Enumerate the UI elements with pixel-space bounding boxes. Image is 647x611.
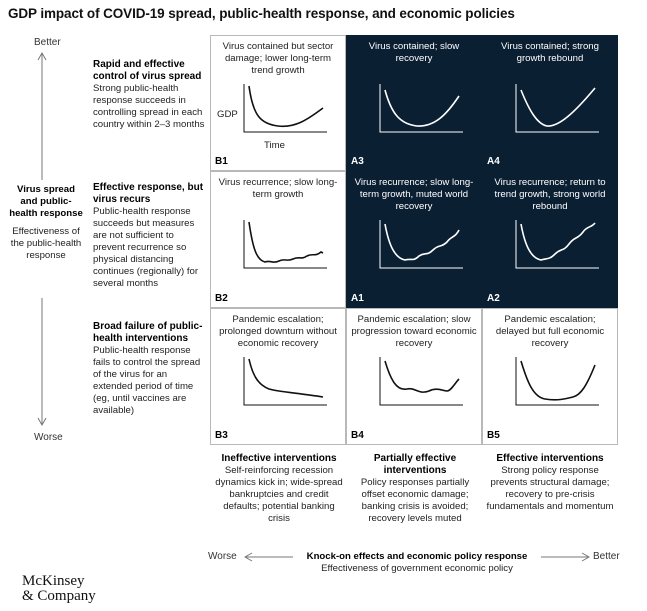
scenario-id: A1 <box>351 293 364 304</box>
column-heading: Ineffective interventions <box>221 453 337 464</box>
row-heading: Broad failure of public-health intervent… <box>93 321 203 344</box>
column-description-1: Ineffective interventions Self-reinforci… <box>212 453 346 525</box>
row-heading: Rapid and effective control of virus spr… <box>93 59 202 82</box>
gdp-curve-icon <box>379 84 463 133</box>
column-text: Policy responses partially offset econom… <box>360 477 470 524</box>
gdp-curve-icon <box>515 220 599 269</box>
row-text: Public-health response succeeds but meas… <box>93 206 199 289</box>
x-axis-arrow-right-icon <box>541 552 590 562</box>
scenario-id: B2 <box>215 293 228 304</box>
gdp-curve-icon <box>243 220 327 269</box>
gdp-curve-icon <box>379 357 463 406</box>
gdp-curve <box>248 221 324 263</box>
mini-axes <box>243 357 327 406</box>
scenario-description: Virus contained; slow recovery <box>368 41 460 64</box>
gdp-curve <box>384 223 460 261</box>
gdp-curve <box>248 358 324 398</box>
y-axis-label: Virus spread and public-health response … <box>8 184 84 262</box>
y-axis-label-sub: Effectiveness of the public-health respo… <box>10 226 82 261</box>
mini-axes <box>515 220 599 269</box>
gdp-curve <box>520 222 596 261</box>
scenario-id: A3 <box>351 156 364 167</box>
x-axis-worse: Worse <box>208 551 237 562</box>
scenario-description: Virus recurrence; return to trend growth… <box>494 177 606 212</box>
scenario-cell-b1: Virus contained but sector damage; lower… <box>210 35 346 171</box>
column-heading: Effective interventions <box>496 453 604 464</box>
scenario-id: A4 <box>487 156 500 167</box>
mini-axes <box>379 357 463 406</box>
logo-line-1: McKinsey <box>22 573 85 589</box>
scenario-description: Virus recurrence; slow long-term growth <box>218 177 338 200</box>
mckinsey-logo: McKinsey & Company <box>22 574 96 604</box>
scenario-cell-a1: Virus recurrence; slow long-term growth,… <box>346 171 482 308</box>
scenario-cell-a2: Virus recurrence; return to trend growth… <box>482 171 618 308</box>
mini-axes <box>243 220 327 269</box>
x-axis-arrow-left-icon <box>244 552 293 562</box>
mini-axes <box>515 84 599 133</box>
x-axis-label-sub: Effectiveness of government economic pol… <box>321 563 513 574</box>
gdp-curve-icon <box>243 357 327 406</box>
y-axis-label-bold: Virus spread and public-health response <box>9 184 83 219</box>
scenario-cell-a4: Virus contained; strong growth rebound A4 <box>482 35 618 171</box>
y-axis-better: Better <box>34 37 61 48</box>
x-axis-label: Knock-on effects and economic policy res… <box>292 551 542 575</box>
scenario-id: B3 <box>215 430 228 441</box>
scenario-cell-b4: Pandemic escalation; slow progression to… <box>346 308 482 445</box>
scenario-id: B5 <box>487 430 500 441</box>
logo-line-2: & Company <box>22 588 96 604</box>
scenario-description: Pandemic escalation; slow progression to… <box>351 314 477 349</box>
gdp-curve-icon <box>515 357 599 406</box>
scenario-description: Virus recurrence; slow long-term growth,… <box>354 177 474 212</box>
row-description-1: Rapid and effective control of virus spr… <box>93 59 205 131</box>
gdp-curve-icon <box>515 84 599 133</box>
scenario-id: B4 <box>351 430 364 441</box>
row-text: Public-health response fails to control … <box>93 345 201 416</box>
column-description-3: Effective interventions Strong policy re… <box>482 453 618 513</box>
scenario-id: B1 <box>215 156 228 167</box>
scenario-cell-b2: Virus recurrence; slow long-term growth B… <box>210 171 346 308</box>
scenario-description: Pandemic escalation; delayed but full ec… <box>495 314 605 349</box>
scenario-cell-a3: Virus contained; slow recovery A3 <box>346 35 482 171</box>
mini-axes <box>515 357 599 406</box>
scenario-cell-b5: Pandemic escalation; delayed but full ec… <box>482 308 618 445</box>
scenario-description: Virus contained but sector damage; lower… <box>222 41 334 76</box>
gdp-curve-icon <box>243 84 327 133</box>
x-axis-better: Better <box>593 551 620 562</box>
row-text: Strong public-health response succeeds i… <box>93 83 205 130</box>
gdp-curve <box>248 85 324 128</box>
chart-title: GDP impact of COVID-19 spread, public-he… <box>8 6 515 21</box>
y-axis-arrow-up-icon <box>37 52 47 180</box>
scenario-description: Virus contained; strong growth rebound <box>501 41 599 64</box>
mini-axis-gdp-label: GDP <box>217 109 238 120</box>
scenario-id: A2 <box>487 293 500 304</box>
row-heading: Effective response, but virus recurs <box>93 182 204 205</box>
mini-axes <box>379 220 463 269</box>
mini-axes <box>379 84 463 133</box>
mini-axis-time-label: Time <box>264 140 285 151</box>
gdp-curve <box>520 87 596 127</box>
mini-axes <box>243 84 327 133</box>
scenario-description: Pandemic escalation; prolonged downturn … <box>219 314 337 349</box>
column-text: Strong policy response prevents structur… <box>486 465 614 512</box>
gdp-curve <box>520 360 596 401</box>
gdp-curve-icon <box>379 220 463 269</box>
y-axis-worse: Worse <box>34 432 63 443</box>
gdp-curve <box>384 360 460 393</box>
scenario-cell-b3: Pandemic escalation; prolonged downturn … <box>210 308 346 445</box>
row-description-2: Effective response, but virus recurs Pub… <box>93 182 205 290</box>
x-axis-label-bold: Knock-on effects and economic policy res… <box>306 551 528 562</box>
gdp-curve <box>384 89 460 127</box>
y-axis-arrow-down-icon <box>37 298 47 426</box>
row-description-3: Broad failure of public-health intervent… <box>93 321 205 417</box>
column-heading: Partially effective interventions <box>373 453 457 476</box>
column-text: Self-reinforcing recession dynamics kick… <box>215 465 343 524</box>
column-description-2: Partially effective interventions Policy… <box>349 453 481 525</box>
